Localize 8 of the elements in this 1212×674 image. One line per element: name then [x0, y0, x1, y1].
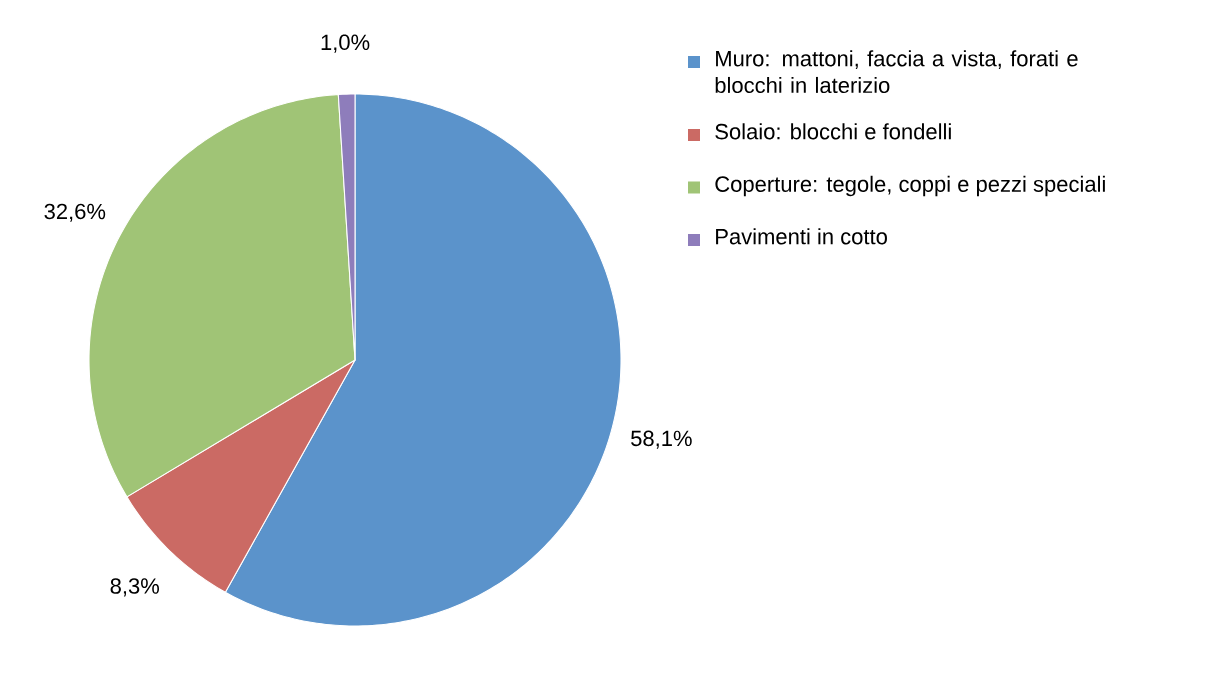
data-label: 8,3% [110, 578, 160, 597]
legend-label: Coperture: tegole, coppi e pezzi speciali [715, 175, 1105, 197]
data-label: 32,6% [44, 203, 106, 222]
legend-label: Solaio: blocchi e fondelli [715, 123, 951, 140]
data-label: 1,0% [321, 34, 370, 53]
data-label: 58,1% [631, 430, 692, 449]
legend-label: Muro: mattoni, faccia a vista, forati e blocchi in laterizio [715, 50, 1078, 94]
legend-label: Pavimenti in cotto [716, 228, 887, 245]
